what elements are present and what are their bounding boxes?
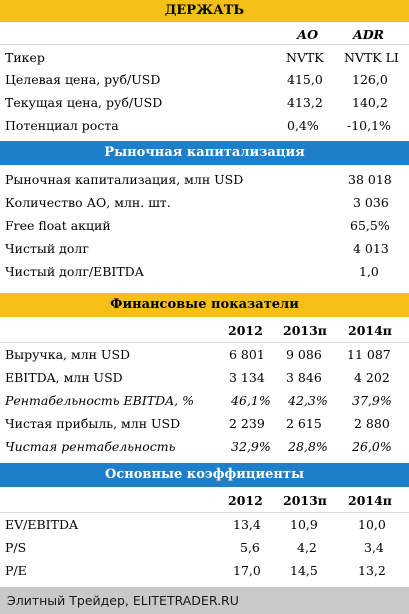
row-label: Целевая цена, руб/USD: [5, 72, 161, 87]
row-value: 4 013: [353, 241, 389, 256]
footer-watermark: Элитный Трейдер, ELITETRADER.RU: [0, 587, 409, 614]
row-value: 1,0: [359, 264, 379, 279]
financials-title: Финансовые показатели: [110, 297, 299, 312]
value-2012: 46,1%: [231, 393, 271, 408]
row-label: Рентабельность EBITDA, %: [5, 393, 194, 408]
value-2012: 17,0: [233, 563, 261, 578]
row-label: Тикер: [5, 50, 45, 65]
value-2014: 13,2: [358, 563, 386, 578]
value-2014: 26,0%: [352, 439, 392, 454]
financials-header: Финансовые показатели: [0, 293, 409, 317]
value-2014: 10,0: [358, 517, 386, 532]
row-label: Текущая цена, руб/USD: [5, 95, 163, 110]
divider: [0, 512, 409, 513]
value-2013: 2 615: [286, 416, 322, 431]
year-col: 2013п: [283, 493, 327, 508]
value-2013: 10,9: [290, 517, 318, 532]
adr-value: NVTK LI: [344, 50, 399, 65]
row-label: P/E: [5, 563, 27, 578]
row-value: 65,5%: [350, 218, 390, 233]
year-col: 2012: [228, 493, 263, 508]
value-2012: 3 134: [229, 370, 265, 385]
col-adr: ADR: [353, 27, 384, 42]
value-2014: 37,9%: [352, 393, 392, 408]
market-cap-title: Рыночная капитализация: [104, 145, 305, 160]
financials-row: Выручка, млн USD 6 801 9 086 11 087: [0, 343, 409, 367]
year-col: 2013п: [283, 323, 327, 338]
market-cap-row: Количество АО, млн. шт. 3 036: [0, 191, 409, 215]
ratios-title: Основные коэффициенты: [105, 467, 304, 482]
ao-value: 413,2: [287, 95, 323, 110]
ratios-header: Основные коэффициенты: [0, 463, 409, 487]
value-2013: 4,2: [297, 540, 317, 555]
value-2012: 32,9%: [231, 439, 271, 454]
ratios-years: 2012 2013п 2014п: [0, 489, 409, 513]
financials-row: Рентабельность EBITDA, % 46,1% 42,3% 37,…: [0, 389, 409, 413]
row-value: 3 036: [353, 195, 389, 210]
financials-row: Чистая прибыль, млн USD 2 239 2 615 2 88…: [0, 412, 409, 436]
hold-row-target-price: Целевая цена, руб/USD 415,0 126,0: [0, 68, 409, 92]
row-label: Рыночная капитализация, млн USD: [5, 172, 244, 187]
value-2014: 11 087: [347, 347, 391, 362]
hold-row-ticker: Тикер NVTK NVTK LI: [0, 46, 409, 70]
row-value: 38 018: [348, 172, 392, 187]
value-2012: 5,6: [240, 540, 260, 555]
row-label: Чистая рентабельность: [5, 439, 176, 454]
value-2012: 13,4: [233, 517, 261, 532]
financials-row: Чистая рентабельность 32,9% 28,8% 26,0%: [0, 435, 409, 459]
row-label: Чистый долг: [5, 241, 89, 256]
market-cap-row: Чистый долг/EBITDA 1,0: [0, 260, 409, 284]
financials-row: EBITDA, млн USD 3 134 3 846 4 202: [0, 366, 409, 390]
market-cap-header: Рыночная капитализация: [0, 141, 409, 165]
row-label: Чистый долг/EBITDA: [5, 264, 144, 279]
hold-column-headers: АО ADR: [0, 23, 409, 47]
value-2014: 2 880: [354, 416, 390, 431]
ratios-row: EV/EBITDA 13,4 10,9 10,0: [0, 513, 409, 537]
row-label: P/S: [5, 540, 27, 555]
row-label: EV/EBITDA: [5, 517, 78, 532]
value-2013: 3 846: [286, 370, 322, 385]
hold-header: ДЕРЖАТЬ: [0, 0, 409, 22]
value-2013: 28,8%: [288, 439, 328, 454]
market-cap-row: Чистый долг 4 013: [0, 237, 409, 261]
adr-value: 126,0: [352, 72, 388, 87]
value-2014: 3,4: [364, 540, 384, 555]
row-label: Чистая прибыль, млн USD: [5, 416, 181, 431]
year-col: 2012: [228, 323, 263, 338]
value-2013: 9 086: [286, 347, 322, 362]
ao-value: 415,0: [287, 72, 323, 87]
value-2012: 2 239: [229, 416, 265, 431]
market-cap-row: Free float акций 65,5%: [0, 214, 409, 238]
value-2013: 42,3%: [288, 393, 328, 408]
ratios-row: P/S 5,6 4,2 3,4: [0, 536, 409, 560]
col-ao: АО: [297, 27, 319, 42]
row-label: Количество АО, млн. шт.: [5, 195, 171, 210]
ao-value: 0,4%: [287, 118, 319, 133]
ao-value: NVTK: [286, 50, 324, 65]
divider: [0, 44, 409, 45]
row-label: EBITDA, млн USD: [5, 370, 123, 385]
value-2013: 14,5: [290, 563, 318, 578]
divider: [0, 342, 409, 343]
market-cap-row: Рыночная капитализация, млн USD 38 018: [0, 168, 409, 192]
adr-value: -10,1%: [347, 118, 391, 133]
row-label: Потенциал роста: [5, 118, 119, 133]
hold-row-upside: Потенциал роста 0,4% -10,1%: [0, 114, 409, 138]
value-2014: 4 202: [354, 370, 390, 385]
ratios-row: P/E 17,0 14,5 13,2: [0, 559, 409, 583]
value-2012: 6 801: [229, 347, 265, 362]
financials-years: 2012 2013п 2014п: [0, 319, 409, 343]
hold-row-current-price: Текущая цена, руб/USD 413,2 140,2: [0, 91, 409, 115]
year-col: 2014п: [348, 493, 392, 508]
row-label: Выручка, млн USD: [5, 347, 131, 362]
year-col: 2014п: [348, 323, 392, 338]
hold-title: ДЕРЖАТЬ: [164, 3, 245, 18]
row-label: Free float акций: [5, 218, 111, 233]
adr-value: 140,2: [352, 95, 388, 110]
